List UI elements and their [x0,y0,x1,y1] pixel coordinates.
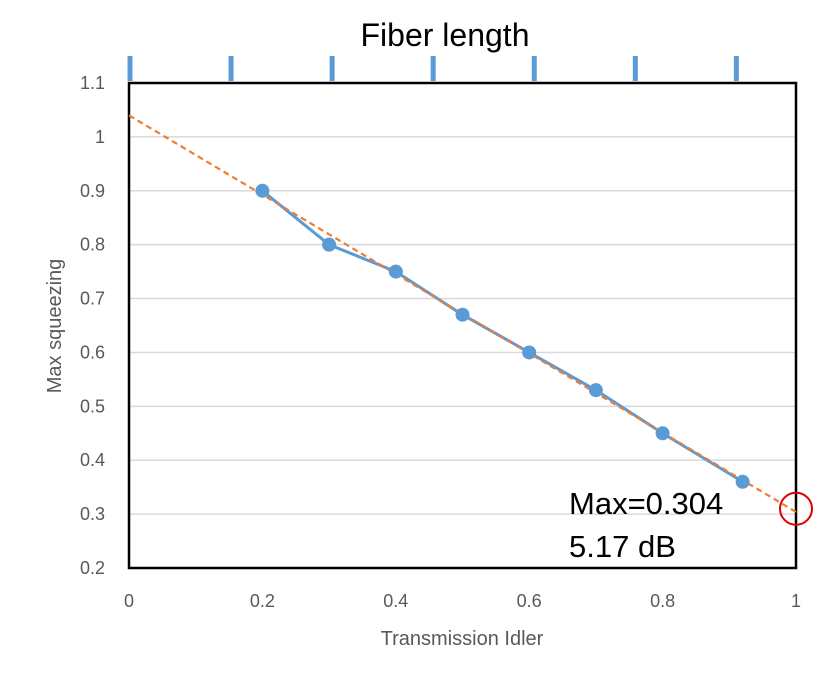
data-point [455,307,470,322]
top-axis-title: Fiber length [361,17,530,53]
highlight-circle [779,491,813,526]
data-point [388,264,403,279]
data-point [735,474,750,489]
y-tick-label: 1.1 [80,73,105,93]
plot-frame [127,81,798,570]
y-tick-label: 0.2 [80,558,105,578]
x-tick-label: 0.8 [650,591,675,611]
y-tick-label: 1 [95,127,105,147]
y-tick-label: 0.9 [80,181,105,201]
y-tick-label: 0.5 [80,396,105,416]
y-tick-label: 0.8 [80,235,105,255]
data-point [522,345,537,360]
annotation-db: 5.17 dB [569,529,676,564]
y-tick-label: 0.3 [80,504,105,524]
top-axis-ticks [127,56,739,81]
x-axis-title: Transmission Idler [381,628,544,650]
x-tick-label: 0.2 [250,591,275,611]
y-tick-label: 0.6 [80,342,105,362]
y-tick-labels: 0.2 0.3 0.4 0.5 0.6 0.7 0.8 0.9 1 1.1 [80,73,105,578]
data-point [588,383,603,398]
series-line [261,189,744,484]
data-point [655,426,670,441]
y-axis-title: Max squeezing [44,259,66,394]
x-tick-label: 0 [124,591,134,611]
x-tick-label: 0.4 [383,591,408,611]
series [128,114,813,526]
x-tick-labels: 0 0.2 0.4 0.6 0.8 1 [124,591,801,611]
annotation-max: Max=0.304 [569,486,723,521]
x-tick-label: 1 [791,591,801,611]
data-point [255,183,270,198]
x-tick-label: 0.6 [517,591,542,611]
y-tick-label: 0.7 [80,289,105,309]
data-point [322,237,337,252]
y-tick-label: 0.4 [80,450,105,470]
